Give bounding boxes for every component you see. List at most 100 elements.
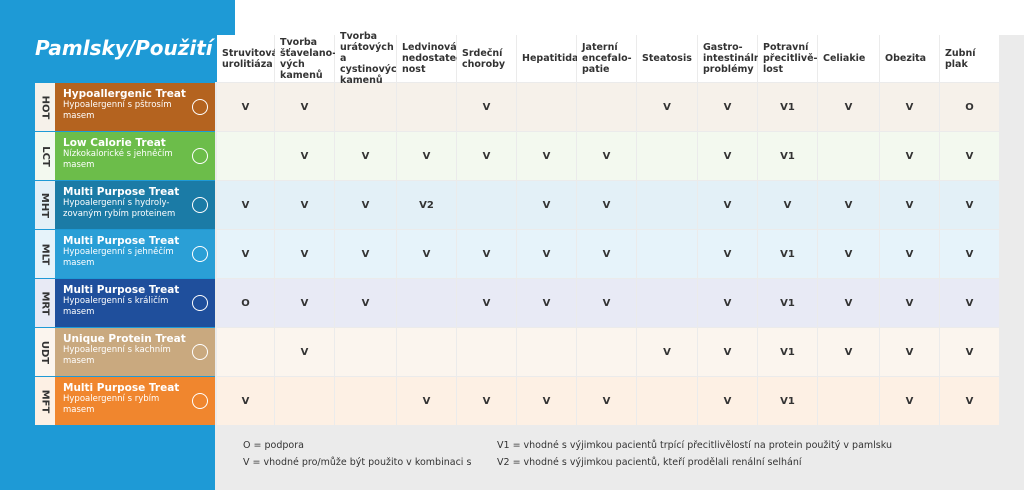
row-code-text: MRT xyxy=(39,290,51,316)
cell: V xyxy=(217,83,274,131)
row-icon xyxy=(192,344,208,360)
cell: V xyxy=(457,279,516,327)
cell xyxy=(818,377,879,425)
legend-item: V2 = vhodné s výjimkou pacientů, kteří p… xyxy=(497,457,802,468)
cell: V xyxy=(457,132,516,180)
row-subtitle: Hypoalergenní s rybím masem xyxy=(63,394,160,415)
cell: V xyxy=(517,181,576,229)
row-name: Unique Protein Treat Hypoalergenní s kach… xyxy=(55,328,215,376)
cell: V xyxy=(818,279,879,327)
cell xyxy=(335,328,396,376)
cell: V xyxy=(880,328,939,376)
cell xyxy=(275,377,334,425)
column-header: Zubní plak xyxy=(940,35,999,82)
cell: V xyxy=(457,377,516,425)
cell xyxy=(517,328,576,376)
row-code-text: MFT xyxy=(39,389,51,413)
row-title: Multi Purpose Treat xyxy=(63,235,180,247)
cell xyxy=(577,328,636,376)
cell xyxy=(818,132,879,180)
cell: V2 xyxy=(397,181,456,229)
row-code-text: LCT xyxy=(39,145,51,167)
row-code: HOT xyxy=(35,83,55,131)
cell: V xyxy=(397,132,456,180)
row-code: MFT xyxy=(35,377,55,425)
cell: V xyxy=(517,279,576,327)
legend-item: O = podpora xyxy=(243,440,304,451)
cell xyxy=(397,83,456,131)
cell: V xyxy=(517,377,576,425)
row-code-text: UDT xyxy=(39,340,51,364)
row-code-text: MHT xyxy=(39,192,51,218)
cell: V xyxy=(758,181,817,229)
row-name: Low Calorie Treat Nízkokalorické s jehněč… xyxy=(55,132,215,180)
row-subtitle: Hypoalergenní s kachním masem xyxy=(63,345,171,366)
cell: V xyxy=(880,132,939,180)
row-name: Multi Purpose Treat Hypoalergenní s rybím… xyxy=(55,377,215,425)
cell: V xyxy=(335,279,396,327)
cell: V xyxy=(275,83,334,131)
cell xyxy=(397,328,456,376)
cell: V1 xyxy=(758,132,817,180)
cell xyxy=(335,377,396,425)
row-title: Low Calorie Treat xyxy=(63,137,166,149)
cell xyxy=(637,279,697,327)
row-name: Hypoallergenic Treat Hypoalergenní s pštr… xyxy=(55,83,215,131)
cell: V1 xyxy=(758,230,817,278)
legend-item: V1 = vhodné s výjimkou pacientů trpící p… xyxy=(497,440,892,451)
row-icon xyxy=(192,295,208,311)
cell: V xyxy=(698,328,757,376)
row-title: Multi Purpose Treat xyxy=(63,382,180,394)
cell xyxy=(457,181,516,229)
cell: V xyxy=(698,181,757,229)
cell: V xyxy=(940,328,999,376)
cell: V xyxy=(217,181,274,229)
cell: V xyxy=(577,230,636,278)
cell: V xyxy=(940,377,999,425)
column-header: Tvorba urátových a cystinových kamenů xyxy=(335,31,403,86)
cell: V xyxy=(335,181,396,229)
cell: V xyxy=(637,328,697,376)
cell: O xyxy=(940,83,999,131)
row-title: Multi Purpose Treat xyxy=(63,186,180,198)
cell xyxy=(637,377,697,425)
cell: V xyxy=(217,230,274,278)
cell: V xyxy=(880,230,939,278)
cell xyxy=(637,132,697,180)
column-header: Celiakie xyxy=(818,35,879,82)
row-subtitle: Hypoalergenní s králičím masem xyxy=(63,296,169,317)
cell xyxy=(217,328,274,376)
row-icon xyxy=(192,197,208,213)
row-icon xyxy=(192,99,208,115)
cell: V xyxy=(275,181,334,229)
row-name: Multi Purpose Treat Hypoalergenní s hydro… xyxy=(55,181,215,229)
cell: V xyxy=(577,279,636,327)
row-name: Multi Purpose Treat Hypoalergenní s jehně… xyxy=(55,230,215,278)
cell: V1 xyxy=(758,328,817,376)
row-icon xyxy=(192,393,208,409)
cell: V xyxy=(940,132,999,180)
title-panel xyxy=(0,0,235,82)
cell: V xyxy=(397,377,456,425)
cell: V xyxy=(577,181,636,229)
cell: V xyxy=(457,230,516,278)
cell: V xyxy=(517,132,576,180)
row-title: Hypoallergenic Treat xyxy=(63,88,186,100)
title: Pamlsky/Použití xyxy=(35,36,213,60)
row-code: UDT xyxy=(35,328,55,376)
row-title: Multi Purpose Treat xyxy=(63,284,180,296)
cell: V xyxy=(698,279,757,327)
cell xyxy=(457,328,516,376)
cell: V xyxy=(698,230,757,278)
cell: V xyxy=(940,181,999,229)
cell xyxy=(637,181,697,229)
cell: V xyxy=(880,279,939,327)
cell: V xyxy=(818,328,879,376)
row-subtitle: Hypoalergenní s jehněčím masem xyxy=(63,247,174,268)
cell: V xyxy=(698,132,757,180)
row-name: Multi Purpose Treat Hypoalergenní s králi… xyxy=(55,279,215,327)
cell: V xyxy=(397,230,456,278)
row-code: LCT xyxy=(35,132,55,180)
cell: V xyxy=(637,83,697,131)
